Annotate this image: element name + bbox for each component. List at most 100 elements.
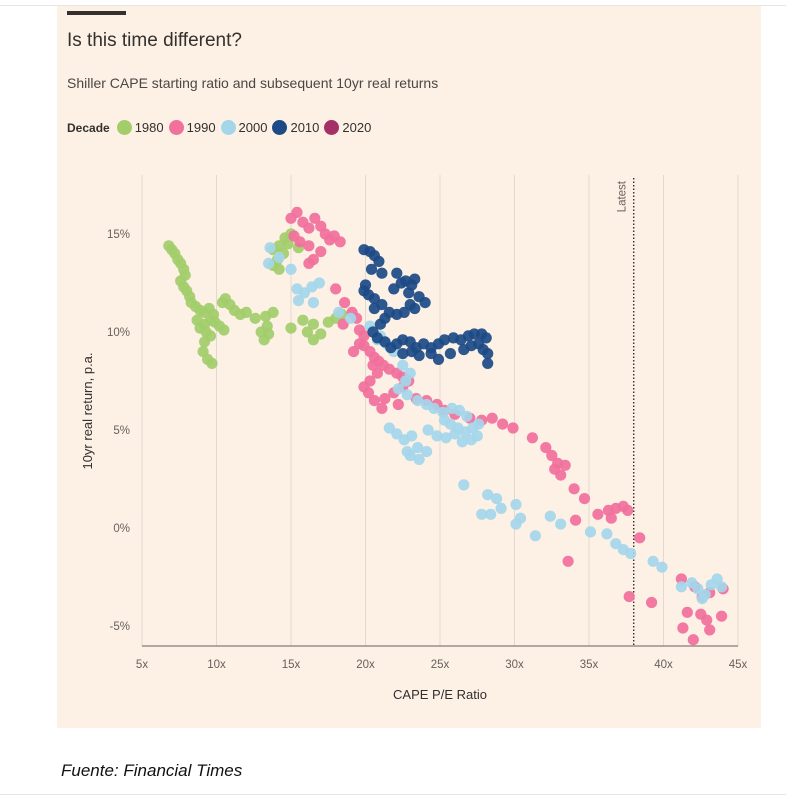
point-1990 <box>555 469 567 481</box>
point-1990 <box>339 297 351 309</box>
point-1990 <box>379 393 391 405</box>
point-1990 <box>303 257 315 269</box>
point-2000 <box>610 538 622 550</box>
point-2010 <box>482 348 494 360</box>
legend-item-2000: 2000 <box>220 120 268 135</box>
point-1980 <box>282 238 294 250</box>
point-2000 <box>473 418 485 430</box>
bottom-rule <box>0 794 786 795</box>
legend-label-2020: 2020 <box>342 120 372 135</box>
legend-item-1980: 1980 <box>116 120 164 135</box>
legend-label-1990: 1990 <box>186 120 216 135</box>
point-1990 <box>303 222 315 234</box>
point-2000 <box>495 502 507 514</box>
point-1990 <box>540 442 552 454</box>
point-2010 <box>419 297 431 309</box>
y-tick-label: 5% <box>113 425 130 437</box>
point-1990 <box>330 283 342 295</box>
point-2000 <box>482 489 494 501</box>
x-tick-label: 45x <box>729 659 748 671</box>
point-2010 <box>397 348 409 360</box>
point-1990 <box>605 512 617 524</box>
x-tick-label: 5x <box>136 659 148 671</box>
legend-label-1980: 1980 <box>134 120 164 135</box>
point-2000 <box>406 430 418 442</box>
source-caption: Fuente: Financial Times <box>61 761 243 780</box>
legend-label-2010: 2010 <box>290 120 320 135</box>
point-2000 <box>449 428 461 440</box>
point-2010 <box>388 283 400 295</box>
point-2000 <box>647 555 659 567</box>
point-1980 <box>315 328 327 340</box>
point-1990 <box>288 230 300 242</box>
point-2000 <box>412 395 424 407</box>
legend-item-1990: 1990 <box>168 120 216 135</box>
point-1990 <box>486 412 498 424</box>
y-tick-label: 0% <box>113 523 130 535</box>
point-2000 <box>285 263 297 275</box>
x-axis-title: CAPE P/E Ratio <box>393 687 487 702</box>
x-tick-label: 25x <box>431 659 450 671</box>
y-axis-title: 10yr real return, p.a. <box>80 352 95 469</box>
point-2010 <box>409 273 421 285</box>
point-1990 <box>315 246 327 258</box>
point-1990 <box>303 240 315 252</box>
accent-bar <box>67 11 126 15</box>
x-tick-label: 35x <box>580 659 599 671</box>
point-1990 <box>392 398 404 411</box>
point-1990 <box>497 418 509 430</box>
point-2000 <box>422 424 434 436</box>
point-2010 <box>482 357 494 369</box>
point-2000 <box>428 402 440 414</box>
point-2010 <box>425 348 437 360</box>
point-2000 <box>584 526 597 538</box>
point-1980 <box>206 357 218 369</box>
point-1990 <box>570 514 582 526</box>
point-2000 <box>431 430 443 442</box>
point-1990 <box>559 459 571 471</box>
point-2000 <box>476 508 488 520</box>
point-2000 <box>345 312 357 324</box>
point-2000 <box>313 277 325 289</box>
legend-label-2000: 2000 <box>238 120 268 135</box>
x-tick-label: 30x <box>505 659 524 671</box>
point-2000 <box>412 442 424 454</box>
point-2000 <box>401 389 413 401</box>
point-2010 <box>391 267 403 279</box>
y-tick-label: 10% <box>107 327 130 339</box>
point-2000 <box>675 581 688 593</box>
point-1990 <box>677 622 689 634</box>
point-1980 <box>297 314 309 326</box>
point-1990 <box>716 610 728 622</box>
point-2000 <box>456 436 468 448</box>
x-tick-label: 40x <box>654 659 673 671</box>
y-tick-label: 15% <box>107 229 130 241</box>
point-1980 <box>307 318 319 330</box>
point-2000 <box>555 518 567 530</box>
point-1990 <box>562 555 574 567</box>
point-1990 <box>309 212 321 224</box>
point-1990 <box>348 346 360 358</box>
point-1990 <box>701 614 713 626</box>
point-1990 <box>623 591 635 603</box>
point-1990 <box>578 493 591 505</box>
point-2010 <box>404 299 416 311</box>
point-1980 <box>249 312 261 324</box>
point-2000 <box>292 295 305 307</box>
point-1980 <box>199 336 211 348</box>
point-2000 <box>656 561 668 573</box>
point-1980 <box>267 306 279 318</box>
point-2010 <box>458 344 470 356</box>
point-1990 <box>546 449 558 462</box>
point-1990 <box>646 596 658 609</box>
point-1990 <box>291 206 303 218</box>
legend-swatch-2020 <box>324 120 340 135</box>
x-tick-label: 20x <box>356 659 375 671</box>
point-1980 <box>285 322 297 334</box>
point-2000 <box>264 242 276 254</box>
point-1990 <box>681 606 693 618</box>
point-2010 <box>374 318 386 330</box>
point-1990 <box>568 483 580 495</box>
point-1980 <box>218 324 230 336</box>
